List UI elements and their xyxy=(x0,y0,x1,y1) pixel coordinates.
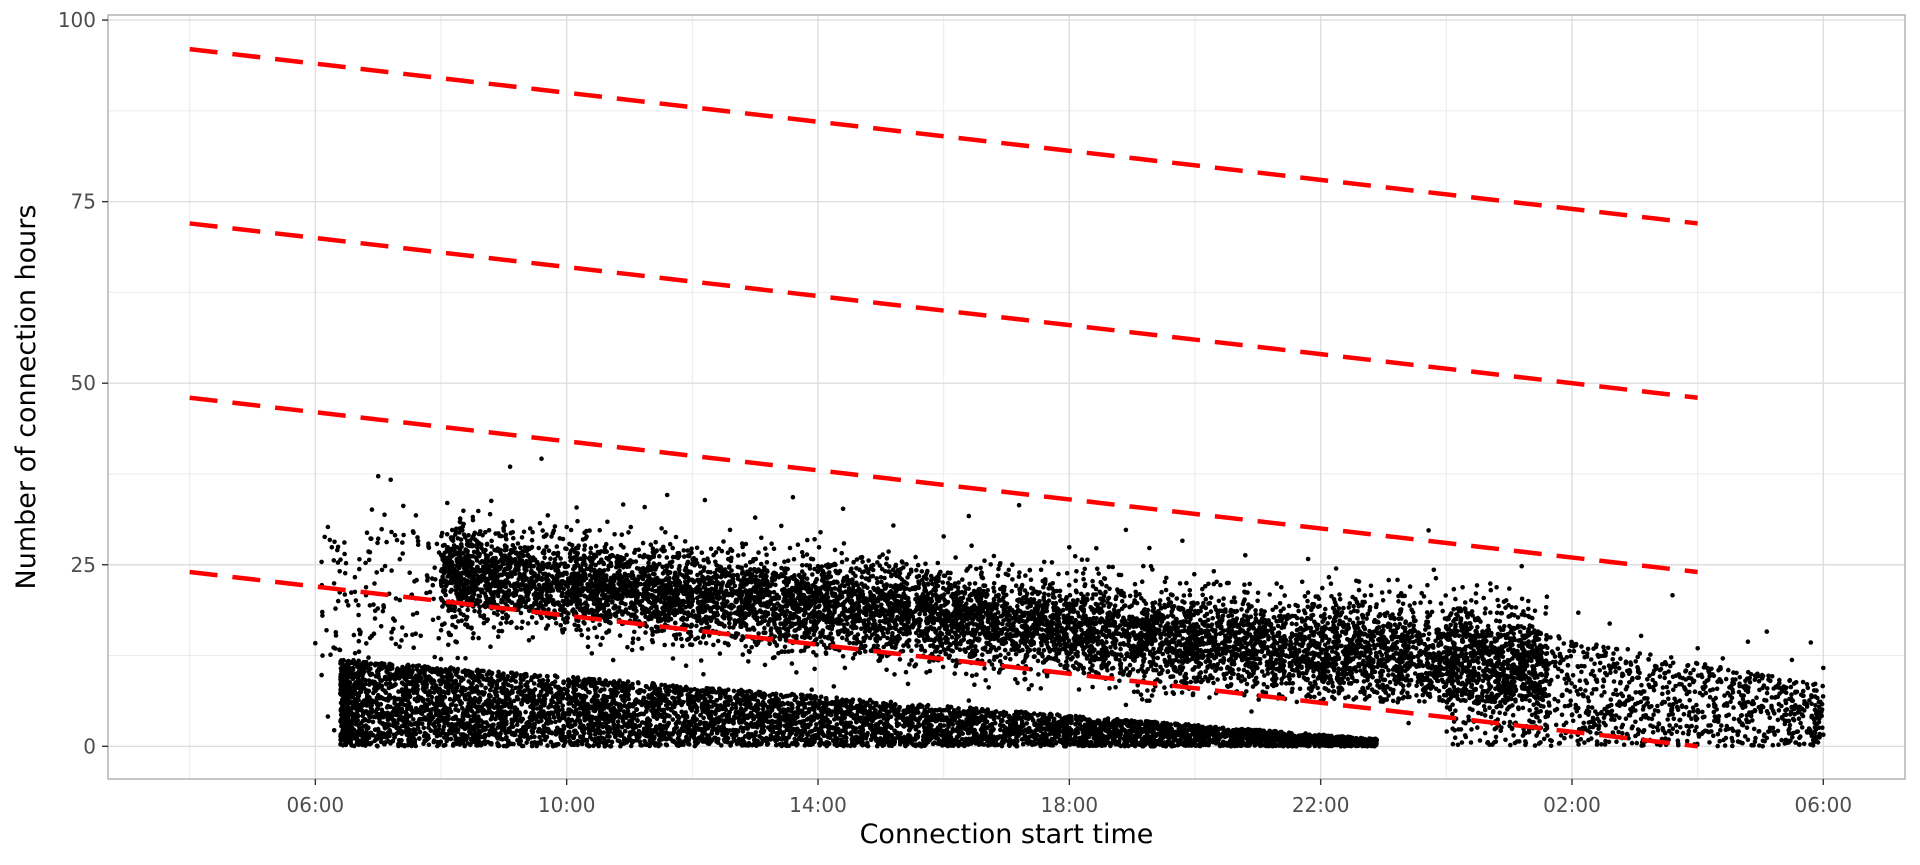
data-point xyxy=(458,732,464,737)
data-point xyxy=(1073,721,1078,727)
data-point xyxy=(545,743,550,748)
data-point xyxy=(719,743,724,748)
data-point xyxy=(518,680,523,686)
data-point xyxy=(814,722,819,727)
data-points xyxy=(313,456,1826,749)
data-point xyxy=(460,706,465,711)
data-point xyxy=(1024,721,1030,726)
data-point xyxy=(760,706,766,712)
data-point xyxy=(845,743,850,748)
data-point xyxy=(556,712,561,718)
data-point xyxy=(635,680,641,685)
data-point xyxy=(818,694,824,700)
data-point xyxy=(531,681,537,686)
data-point xyxy=(683,710,688,715)
data-point xyxy=(835,715,841,720)
data-point xyxy=(602,687,607,692)
data-point xyxy=(670,717,676,722)
data-point xyxy=(817,743,823,748)
data-point xyxy=(1055,733,1061,739)
minor-gridlines xyxy=(108,15,1905,779)
data-point xyxy=(615,719,621,724)
data-point xyxy=(374,743,380,749)
